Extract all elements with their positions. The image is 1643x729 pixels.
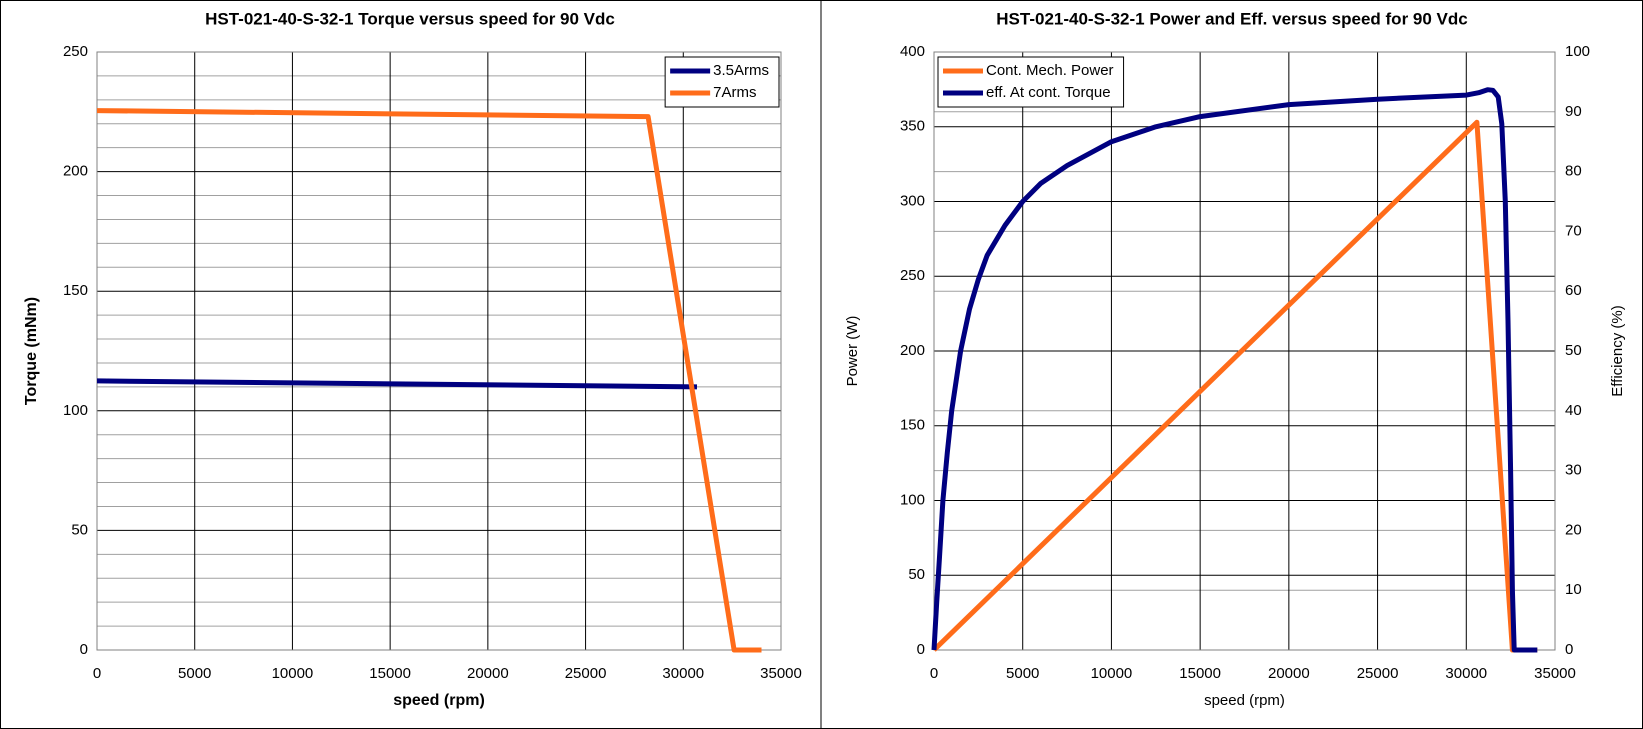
x-tick-label: 5000 <box>178 665 211 682</box>
x-tick-label: 25000 <box>565 665 607 682</box>
chart-title: HST-021-40-S-32-1 Power and Eff. versus … <box>996 9 1467 28</box>
y-tick-label: 200 <box>900 342 925 359</box>
y2-tick-label: 50 <box>1565 342 1582 359</box>
y2-tick-label: 0 <box>1565 641 1573 658</box>
series-line <box>96 108 762 653</box>
legend-label: Cont. Mech. Power <box>986 62 1114 79</box>
y2-tick-label: 20 <box>1565 521 1582 538</box>
x-tick-label: 5000 <box>1006 665 1039 682</box>
x-tick-label: 35000 <box>1534 665 1576 682</box>
y-tick-label: 100 <box>63 402 88 419</box>
y-tick-label: 100 <box>900 491 925 508</box>
y-tick-label: 250 <box>63 43 88 60</box>
x-axis-label: speed (rpm) <box>393 692 485 709</box>
y2-tick-label: 10 <box>1565 581 1582 598</box>
legend-label: eff. At cont. Torque <box>986 84 1111 101</box>
legend <box>664 56 780 108</box>
legend <box>937 56 1125 108</box>
x-tick-label: 30000 <box>662 665 704 682</box>
y2-tick-label: 60 <box>1565 282 1582 299</box>
series-line <box>96 378 698 390</box>
y2-tick-label: 30 <box>1565 462 1582 479</box>
legend-label: 7Arms <box>713 84 756 101</box>
y2-tick-label: 90 <box>1565 103 1582 120</box>
plot-border <box>933 51 1556 651</box>
y-tick-label: 50 <box>71 521 88 538</box>
y-tick-label: 300 <box>900 192 925 209</box>
y2-tick-label: 80 <box>1565 163 1582 180</box>
x-tick-label: 0 <box>930 665 938 682</box>
x-tick-label: 10000 <box>272 665 314 682</box>
y2-axis-label: Efficiency (%) <box>1609 305 1626 396</box>
x-tick-label: 20000 <box>1268 665 1310 682</box>
x-tick-label: 10000 <box>1091 665 1133 682</box>
y-tick-label: 0 <box>917 641 925 658</box>
x-tick-label: 0 <box>93 665 101 682</box>
x-tick-label: 25000 <box>1357 665 1399 682</box>
y-tick-label: 50 <box>908 566 925 583</box>
legend-label: 3.5Arms <box>713 62 769 79</box>
y-tick-label: 400 <box>900 43 925 60</box>
y-tick-label: 200 <box>63 163 88 180</box>
x-tick-label: 15000 <box>369 665 411 682</box>
y2-tick-label: 40 <box>1565 402 1582 419</box>
y-tick-label: 350 <box>900 118 925 135</box>
y-tick-label: 150 <box>63 282 88 299</box>
y-tick-label: 250 <box>900 267 925 284</box>
plot-area <box>97 52 781 650</box>
plot-border <box>96 51 782 651</box>
chart-title: HST-021-40-S-32-1 Torque versus speed fo… <box>205 9 615 28</box>
y-axis-label: Power (W) <box>844 316 861 387</box>
series-line <box>931 87 1538 653</box>
y-tick-label: 0 <box>80 641 88 658</box>
x-axis-label: speed (rpm) <box>1204 692 1285 709</box>
x-tick-label: 35000 <box>760 665 802 682</box>
x-tick-label: 30000 <box>1445 665 1487 682</box>
y2-tick-label: 70 <box>1565 222 1582 239</box>
y-tick-label: 150 <box>900 417 925 434</box>
x-tick-label: 20000 <box>467 665 509 682</box>
x-tick-label: 15000 <box>1179 665 1221 682</box>
y-axis-label: Torque (mNm) <box>23 297 40 405</box>
y2-tick-label: 100 <box>1565 43 1590 60</box>
